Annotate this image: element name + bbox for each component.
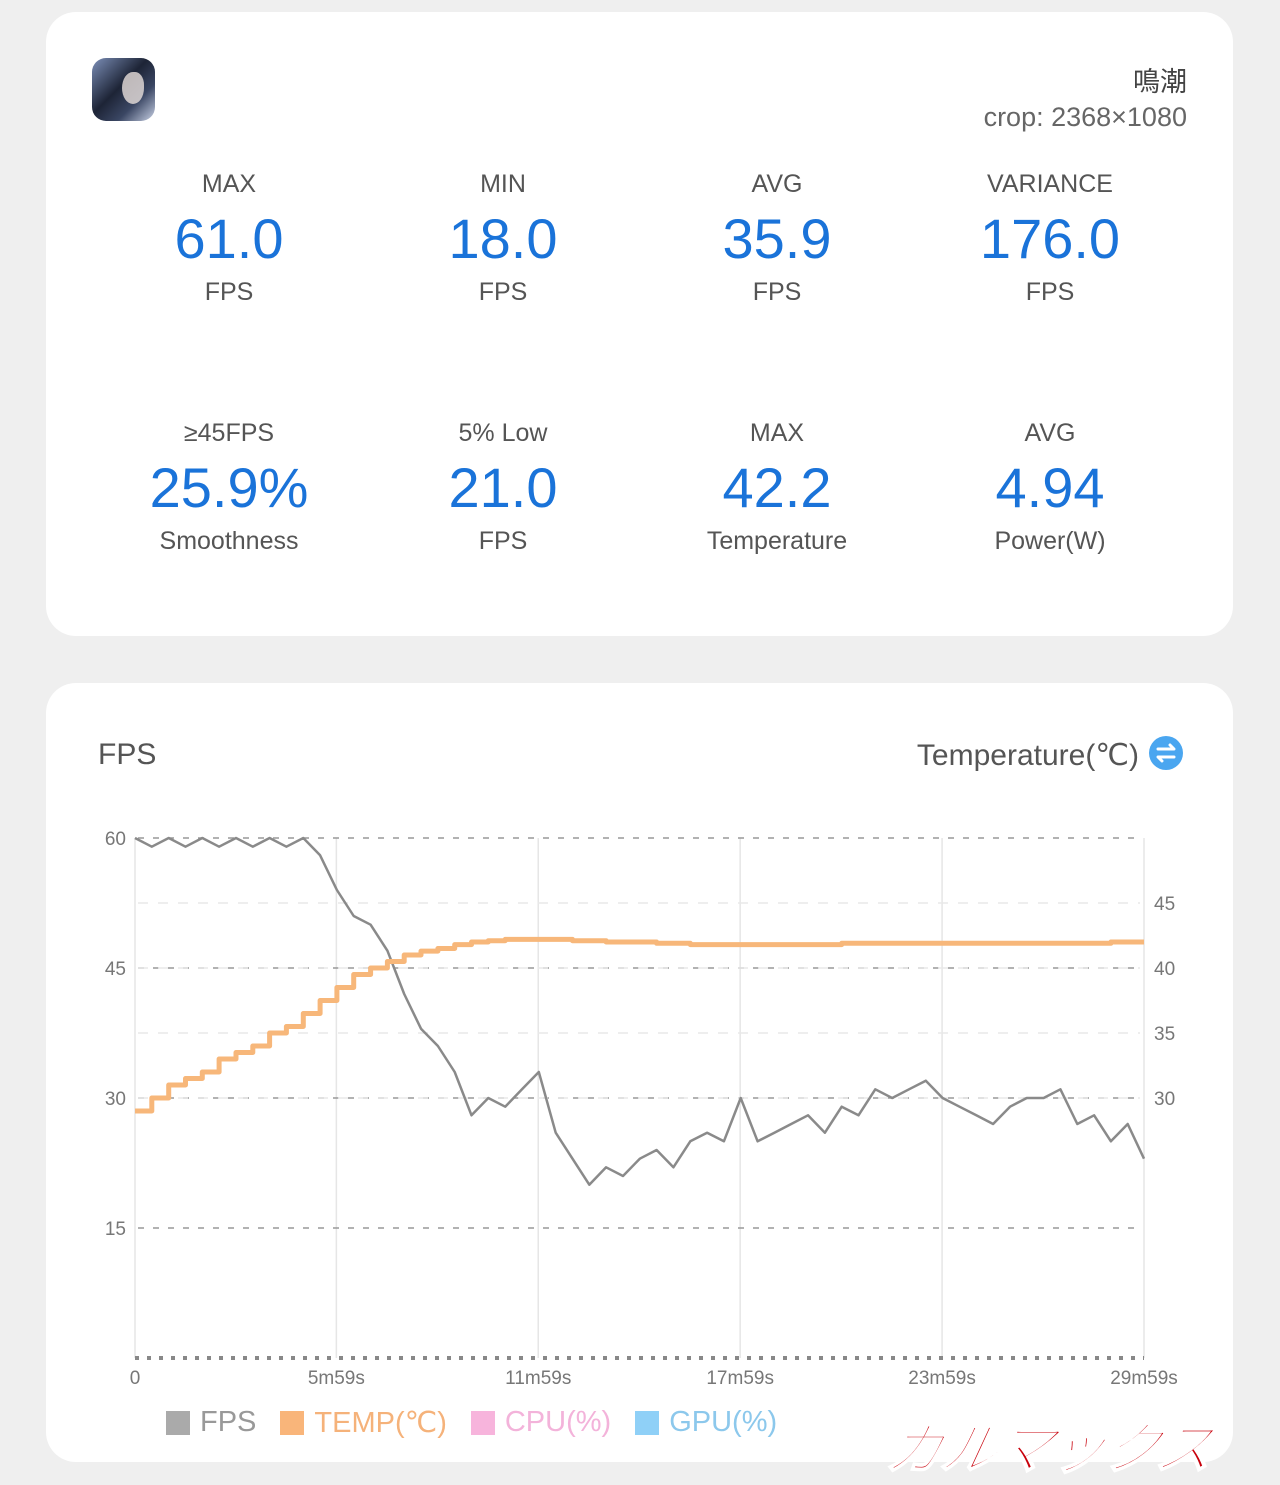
temp-series-line [135,939,1144,1111]
y-left-tick-label: 45 [105,959,126,980]
y-right-tick-label: 30 [1154,1089,1175,1110]
y-left-tick-label: 30 [105,1089,126,1110]
watermark-logo: ガルマックス [881,1404,1221,1485]
x-tick-label: 17m59s [706,1368,774,1389]
fps-series-line [135,838,1144,1185]
x-tick-label: 29m59s [1110,1368,1178,1389]
x-tick-label: 5m59s [308,1368,365,1389]
y-left-tick-label: 15 [105,1219,126,1240]
x-tick-label: 23m59s [908,1368,976,1389]
x-tick-label: 0 [130,1368,141,1389]
y-right-tick-label: 45 [1154,894,1175,915]
y-left-tick-label: 60 [105,829,126,850]
y-right-tick-label: 40 [1154,959,1175,980]
y-right-tick-label: 35 [1154,1024,1175,1045]
x-tick-label: 11m59s [505,1368,571,1389]
